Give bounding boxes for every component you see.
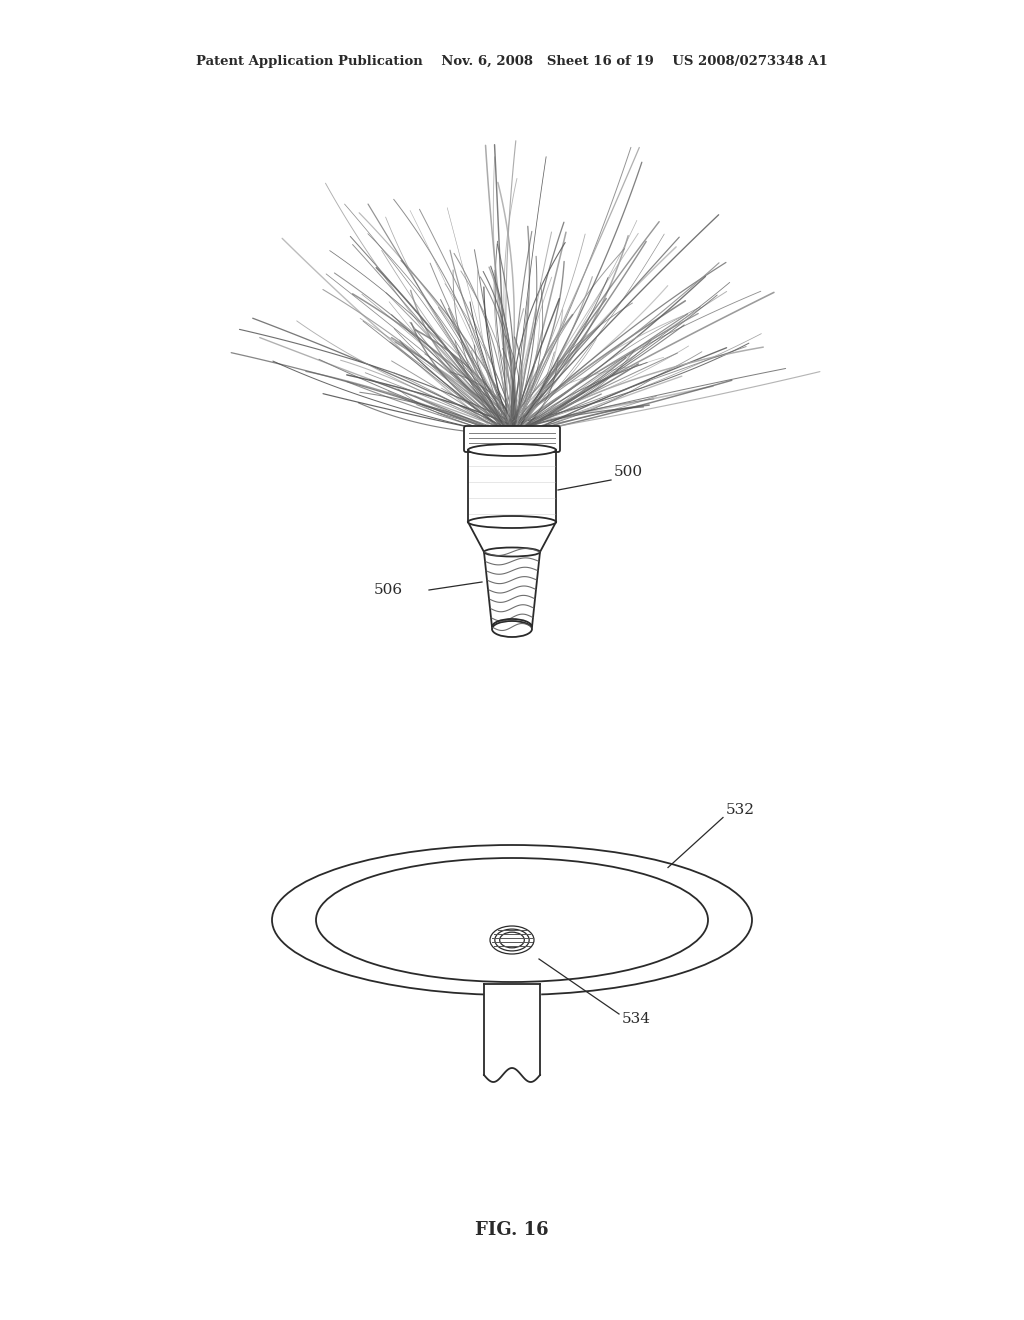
- Polygon shape: [484, 552, 540, 627]
- Text: 500: 500: [614, 465, 643, 479]
- Polygon shape: [468, 521, 556, 552]
- Ellipse shape: [468, 516, 556, 528]
- Text: FIG. 16: FIG. 16: [475, 1221, 549, 1239]
- Ellipse shape: [495, 929, 529, 950]
- Polygon shape: [468, 450, 556, 521]
- Polygon shape: [484, 983, 540, 1074]
- Text: 534: 534: [622, 1012, 651, 1026]
- Ellipse shape: [484, 548, 540, 557]
- FancyBboxPatch shape: [464, 426, 560, 451]
- Ellipse shape: [490, 927, 534, 954]
- Text: Patent Application Publication    Nov. 6, 2008   Sheet 16 of 19    US 2008/02733: Patent Application Publication Nov. 6, 2…: [197, 55, 827, 69]
- Ellipse shape: [468, 444, 556, 455]
- Text: 532: 532: [726, 803, 755, 817]
- Ellipse shape: [316, 858, 708, 982]
- Ellipse shape: [272, 845, 752, 995]
- Ellipse shape: [500, 932, 524, 948]
- Text: 506: 506: [374, 583, 403, 597]
- Ellipse shape: [492, 620, 532, 638]
